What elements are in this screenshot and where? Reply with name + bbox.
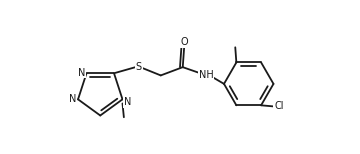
Text: O: O xyxy=(180,37,188,47)
Text: Cl: Cl xyxy=(274,101,284,111)
Text: N: N xyxy=(69,94,76,104)
Text: S: S xyxy=(136,62,142,72)
Text: N: N xyxy=(124,97,131,107)
Text: NH: NH xyxy=(199,70,213,80)
Text: N: N xyxy=(78,68,85,78)
